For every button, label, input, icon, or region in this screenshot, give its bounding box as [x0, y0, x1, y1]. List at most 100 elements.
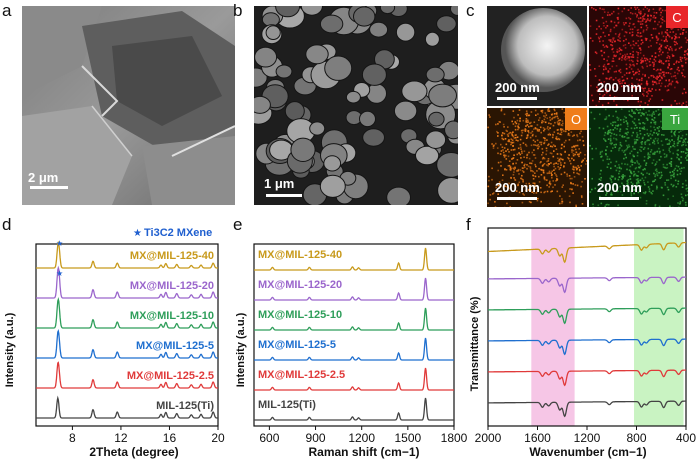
particle	[361, 63, 387, 86]
eds-map-oxygen: O 200 nm	[487, 108, 587, 207]
xrd-series-label: MX@MIL-125-5	[136, 340, 214, 352]
scale-text-c2: 200 nm	[597, 80, 642, 95]
ftir-series-line	[488, 307, 686, 325]
sem-image-mxene: 2 μm	[22, 6, 235, 205]
scale-bar-c3	[497, 197, 537, 200]
particle	[401, 80, 428, 103]
panel-label-f: f	[466, 215, 471, 234]
raman-xtick-label: 1500	[394, 431, 421, 445]
particle	[415, 145, 440, 166]
particle	[395, 22, 416, 42]
xrd-mxene-star: ★	[56, 269, 63, 278]
scale-text-a: 2 μm	[28, 170, 59, 185]
particle	[369, 21, 389, 38]
eds-map-carbon: C 200 nm	[589, 6, 688, 106]
scale-bar-b	[266, 194, 302, 197]
xrd-series-line	[36, 328, 218, 359]
ftir-ylabel: Transmittance (%)	[469, 296, 481, 391]
raman-series-label: MIL-125(Ti)	[258, 399, 316, 411]
ftir-series-line	[488, 369, 686, 387]
particle	[309, 121, 326, 136]
particle	[379, 6, 396, 15]
scale-text-b: 1 μm	[264, 176, 295, 191]
particle	[366, 83, 387, 104]
raman-ylabel: Intensity (a.u.)	[235, 312, 247, 387]
scale-bar-c2	[599, 97, 639, 100]
xrd-series-line	[36, 395, 218, 419]
xrd-series-line	[36, 240, 218, 269]
particle	[290, 137, 316, 163]
xrd-xtick-label: 16	[163, 431, 177, 445]
particle	[254, 95, 271, 114]
raman-series-line	[254, 307, 454, 331]
raman-xlabel: Raman shift (cm−1)	[308, 445, 419, 459]
panel-label-e: e	[233, 215, 243, 234]
particle	[324, 55, 353, 81]
scale-bar-a	[30, 186, 68, 189]
raman-chart: Intensity (a.u.) Raman shift (cm−1) 600 9…	[235, 243, 468, 459]
raman-series-label: MX@MIL-125-2.5	[258, 369, 345, 381]
xrd-series-line	[36, 296, 218, 329]
raman-series-label: MX@MIL-125-20	[258, 279, 342, 291]
ftir-xtick-label: 1600	[524, 431, 551, 445]
xrd-mxene-star: ★	[56, 239, 63, 248]
particle	[319, 14, 344, 34]
ftir-series-line	[488, 241, 686, 264]
raman-xtick-label: 1200	[348, 431, 375, 445]
element-name-oxygen: O	[570, 111, 582, 127]
xrd-series-line	[36, 265, 218, 299]
raman-series-line	[254, 247, 454, 271]
particle	[265, 25, 281, 41]
ftir-xtick-label: 1200	[574, 431, 601, 445]
particle	[353, 6, 376, 27]
particle	[362, 128, 385, 147]
eds-map-titanium: Ti 200 nm	[589, 108, 688, 207]
particle	[386, 186, 411, 205]
particle	[436, 15, 457, 33]
xrd-xtick-label: 20	[211, 431, 225, 445]
element-tag-carbon: C	[666, 6, 688, 28]
xrd-ylabel: Intensity (a.u.)	[4, 312, 16, 387]
panel-label-d: d	[2, 215, 12, 234]
raman-series-label: MX@MIL-125-10	[258, 309, 342, 321]
particle	[425, 66, 445, 83]
raman-xtick-label: 1800	[441, 431, 468, 445]
scale-text-c4: 200 nm	[597, 180, 642, 195]
xrd-chart: Intensity (a.u.) 2Theta (degree) ★ Ti3C2…	[4, 227, 225, 459]
particle	[300, 6, 323, 16]
xrd-legend-star: ★	[133, 228, 142, 239]
ftir-highlight-band	[531, 228, 575, 426]
raman-xtick-label: 900	[306, 431, 326, 445]
sem-image-mil125: 1 μm	[254, 6, 458, 205]
particle	[428, 83, 458, 108]
element-name-titanium: Ti	[669, 111, 681, 127]
ftir-chart: Transmittance (%) Wavenumber (cm−1) 2000…	[469, 227, 696, 459]
particle	[424, 31, 440, 47]
xrd-xtick-label: 12	[114, 431, 128, 445]
ftir-series-line	[488, 276, 686, 294]
particle	[319, 174, 346, 198]
scale-bar-c4	[599, 197, 639, 200]
xrd-series-line	[36, 361, 218, 389]
raman-series-line	[254, 397, 454, 421]
xrd-xtick-label: 8	[69, 431, 76, 445]
element-name-carbon: C	[672, 9, 682, 25]
ftir-xtick-label: 400	[676, 431, 696, 445]
scale-text-c1: 200 nm	[495, 80, 540, 95]
xrd-series-label: MX@MIL-125-2.5	[127, 370, 214, 382]
ftir-xlabel: Wavenumber (cm−1)	[529, 445, 646, 459]
particle	[450, 6, 458, 16]
element-tag-titanium: Ti	[662, 108, 688, 130]
raman-xtick-label: 600	[259, 431, 279, 445]
particle	[345, 90, 361, 104]
ftir-xtick-label: 2000	[475, 431, 502, 445]
raman-frame	[253, 243, 455, 427]
element-tag-oxygen: O	[565, 108, 587, 130]
xrd-series-label: MX@MIL-125-40	[130, 250, 214, 262]
ftir-highlight-band	[634, 228, 684, 426]
panel-label-a: a	[2, 1, 12, 20]
particle	[305, 44, 329, 65]
raman-series-line	[254, 277, 454, 301]
particle	[428, 111, 445, 127]
xrd-series-label: MX@MIL-125-20	[130, 280, 214, 292]
